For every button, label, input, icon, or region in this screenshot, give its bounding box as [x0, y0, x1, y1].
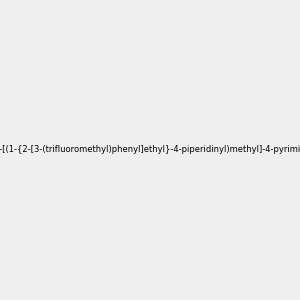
Text: N,2,6-trimethyl-N-[(1-{2-[3-(trifluoromethyl)phenyl]ethyl}-4-piperidinyl)methyl]: N,2,6-trimethyl-N-[(1-{2-[3-(trifluorome… — [0, 146, 300, 154]
